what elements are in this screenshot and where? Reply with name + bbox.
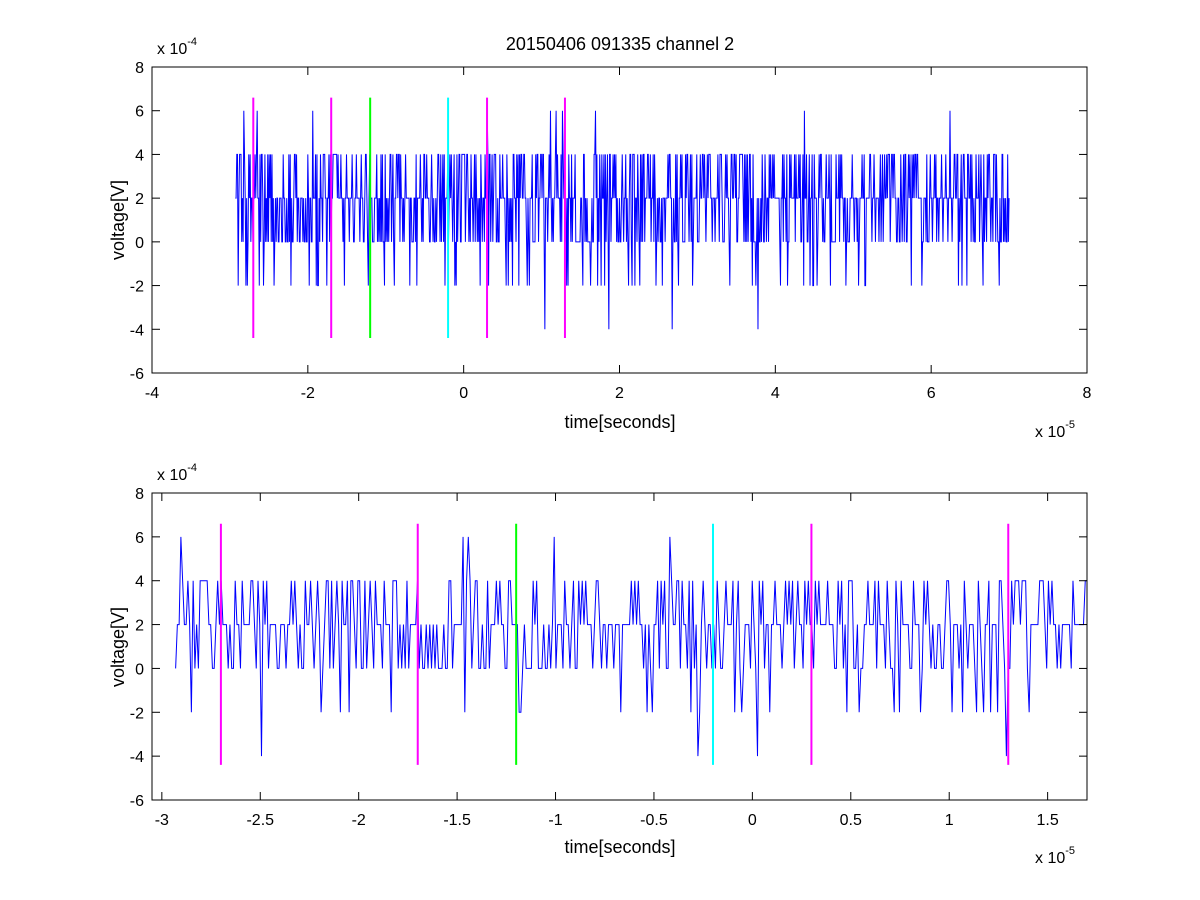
y-tick-label: -4 bbox=[130, 322, 144, 339]
y-scale-exponent: -4 bbox=[187, 36, 197, 48]
y-tick-label: -6 bbox=[130, 366, 144, 383]
axes: -3 -2.5 -2 -1.5 -1 -0.5 0 0.5 1 1.5 -6 -4 -2 0 2 4 6 8 bbox=[130, 486, 1088, 829]
top-plot: 20150406 091335 channel 2 x 10-4 x 10-5 … bbox=[108, 34, 1092, 441]
y-tick-label: -2 bbox=[130, 279, 144, 296]
signal-trace bbox=[175, 536, 1087, 757]
y-tick-label: 0 bbox=[135, 235, 144, 252]
svg-text:x 10-5: x 10-5 bbox=[1035, 419, 1075, 441]
y-axis-label: voltage[V] bbox=[108, 607, 128, 687]
y-tick-label: -4 bbox=[130, 749, 144, 766]
signal-line bbox=[235, 110, 1010, 330]
x-tick-label: -2.5 bbox=[246, 812, 274, 829]
event-markers bbox=[219, 523, 1010, 765]
x-tick-label: -3 bbox=[155, 812, 169, 829]
svg-text:x 10-5: x 10-5 bbox=[1035, 845, 1075, 867]
plot-frame bbox=[151, 492, 1088, 801]
signal-trace bbox=[235, 110, 1010, 330]
x-tick-label: 1 bbox=[945, 812, 954, 829]
y-tick-label: 4 bbox=[135, 147, 144, 164]
x-scale-exponent: -5 bbox=[1065, 845, 1075, 857]
bottom-plot: x 10-4 x 10-5 time[seconds] voltage[V] -… bbox=[108, 462, 1088, 867]
x-tick-label: -1.5 bbox=[443, 812, 471, 829]
x-scale-factor: x 10-5 bbox=[1035, 845, 1075, 867]
x-scale-exponent: -5 bbox=[1065, 419, 1075, 431]
y-scale-label: x 10 bbox=[157, 41, 187, 58]
x-axis-label: time[seconds] bbox=[564, 412, 675, 432]
y-tick-label: 8 bbox=[135, 486, 144, 503]
y-tick-label: 8 bbox=[135, 60, 144, 77]
x-tick-label: 6 bbox=[927, 385, 936, 402]
x-tick-label: 8 bbox=[1083, 385, 1092, 402]
x-scale-label: x 10 bbox=[1035, 850, 1065, 867]
y-scale-factor: x 10-4 bbox=[157, 36, 197, 58]
x-scale-factor: x 10-5 bbox=[1035, 419, 1075, 441]
y-tick-label: 0 bbox=[135, 661, 144, 678]
signal-line bbox=[175, 536, 1087, 757]
x-tick-label: -4 bbox=[145, 385, 159, 402]
x-tick-label: 0 bbox=[748, 812, 757, 829]
y-tick-label: -6 bbox=[130, 793, 144, 810]
event-markers bbox=[252, 97, 566, 339]
y-tick-label: -2 bbox=[130, 705, 144, 722]
svg-text:x 10-4: x 10-4 bbox=[157, 462, 197, 484]
y-scale-factor: x 10-4 bbox=[157, 462, 197, 484]
x-tick-label: 0.5 bbox=[840, 812, 862, 829]
x-tick-label: -2 bbox=[301, 385, 315, 402]
chart-title: 20150406 091335 channel 2 bbox=[506, 34, 734, 54]
x-tick-label: -2 bbox=[352, 812, 366, 829]
y-tick-label: 6 bbox=[135, 530, 144, 547]
svg-text:x 10-4: x 10-4 bbox=[157, 36, 197, 58]
y-scale-exponent: -4 bbox=[187, 462, 197, 474]
x-tick-label: 0 bbox=[459, 385, 468, 402]
x-scale-label: x 10 bbox=[1035, 424, 1065, 441]
x-tick-label: 2 bbox=[615, 385, 624, 402]
y-scale-label: x 10 bbox=[157, 467, 187, 484]
y-tick-label: 4 bbox=[135, 574, 144, 591]
x-tick-label: -0.5 bbox=[640, 812, 668, 829]
y-tick-label: 2 bbox=[135, 191, 144, 208]
y-tick-label: 6 bbox=[135, 104, 144, 121]
x-tick-label: 4 bbox=[771, 385, 780, 402]
y-axis-label: voltage[V] bbox=[108, 180, 128, 260]
x-tick-label: 1.5 bbox=[1037, 812, 1059, 829]
y-tick-label: 2 bbox=[135, 618, 144, 635]
x-tick-label: -1 bbox=[548, 812, 562, 829]
x-axis-label: time[seconds] bbox=[564, 837, 675, 857]
